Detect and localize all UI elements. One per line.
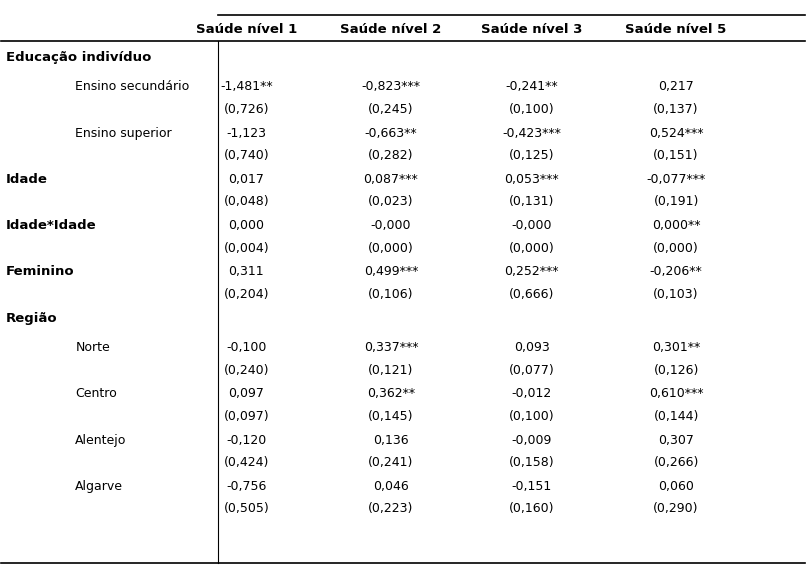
Text: (0,223): (0,223) <box>368 502 413 515</box>
Text: 0,053***: 0,053*** <box>505 173 559 186</box>
Text: (0,097): (0,097) <box>223 410 269 423</box>
Text: -0,000: -0,000 <box>371 219 411 232</box>
Text: Feminino: Feminino <box>6 265 75 278</box>
Text: (0,424): (0,424) <box>224 456 269 469</box>
Text: -0,823***: -0,823*** <box>361 81 421 94</box>
Text: 0,311: 0,311 <box>229 265 264 278</box>
Text: 0,217: 0,217 <box>659 81 694 94</box>
Text: (0,131): (0,131) <box>509 196 555 209</box>
Text: 0,307: 0,307 <box>659 434 694 447</box>
Text: 0,337***: 0,337*** <box>364 341 418 354</box>
Text: (0,137): (0,137) <box>654 103 699 116</box>
Text: Idade: Idade <box>6 173 48 186</box>
Text: (0,103): (0,103) <box>654 288 699 301</box>
Text: -0,241**: -0,241** <box>505 81 558 94</box>
Text: (0,000): (0,000) <box>509 242 555 255</box>
Text: (0,266): (0,266) <box>654 456 699 469</box>
Text: -0,120: -0,120 <box>226 434 267 447</box>
Text: (0,106): (0,106) <box>368 288 413 301</box>
Text: (0,740): (0,740) <box>223 149 269 162</box>
Text: Saúde nível 5: Saúde nível 5 <box>625 23 727 36</box>
Text: (0,048): (0,048) <box>223 196 269 209</box>
Text: Saúde nível 3: Saúde nível 3 <box>481 23 582 36</box>
Text: Norte: Norte <box>75 341 110 354</box>
Text: -1,481**: -1,481** <box>220 81 272 94</box>
Text: (0,023): (0,023) <box>368 196 413 209</box>
Text: Educação indivíduo: Educação indivíduo <box>6 51 152 64</box>
Text: -0,000: -0,000 <box>511 219 552 232</box>
Text: 0,000**: 0,000** <box>652 219 700 232</box>
Text: Ensino superior: Ensino superior <box>75 126 172 139</box>
Text: (0,245): (0,245) <box>368 103 413 116</box>
Text: (0,158): (0,158) <box>509 456 555 469</box>
Text: (0,240): (0,240) <box>223 363 269 376</box>
Text: (0,100): (0,100) <box>509 410 555 423</box>
Text: (0,125): (0,125) <box>509 149 555 162</box>
Text: (0,241): (0,241) <box>368 456 413 469</box>
Text: Saúde nível 1: Saúde nível 1 <box>196 23 297 36</box>
Text: Idade*Idade: Idade*Idade <box>6 219 97 232</box>
Text: (0,160): (0,160) <box>509 502 555 515</box>
Text: Alentejo: Alentejo <box>75 434 127 447</box>
Text: -0,100: -0,100 <box>226 341 267 354</box>
Text: (0,191): (0,191) <box>654 196 699 209</box>
Text: (0,145): (0,145) <box>368 410 413 423</box>
Text: Região: Região <box>6 312 58 325</box>
Text: -0,012: -0,012 <box>511 387 551 400</box>
Text: 0,000: 0,000 <box>228 219 264 232</box>
Text: -0,151: -0,151 <box>511 480 551 493</box>
Text: -0,663**: -0,663** <box>364 126 418 139</box>
Text: (0,290): (0,290) <box>654 502 699 515</box>
Text: -0,206**: -0,206** <box>650 265 703 278</box>
Text: (0,151): (0,151) <box>654 149 699 162</box>
Text: 0,252***: 0,252*** <box>505 265 559 278</box>
Text: (0,000): (0,000) <box>368 242 413 255</box>
Text: -0,423***: -0,423*** <box>502 126 561 139</box>
Text: (0,726): (0,726) <box>223 103 269 116</box>
Text: Centro: Centro <box>75 387 117 400</box>
Text: -0,756: -0,756 <box>226 480 267 493</box>
Text: 0,136: 0,136 <box>373 434 409 447</box>
Text: (0,666): (0,666) <box>509 288 555 301</box>
Text: (0,100): (0,100) <box>509 103 555 116</box>
Text: Ensino secundário: Ensino secundário <box>75 81 189 94</box>
Text: Saúde nível 2: Saúde nível 2 <box>340 23 442 36</box>
Text: Algarve: Algarve <box>75 480 123 493</box>
Text: 0,017: 0,017 <box>228 173 264 186</box>
Text: -0,009: -0,009 <box>511 434 551 447</box>
Text: 0,093: 0,093 <box>513 341 550 354</box>
Text: (0,144): (0,144) <box>654 410 699 423</box>
Text: (0,121): (0,121) <box>368 363 413 376</box>
Text: 0,524***: 0,524*** <box>649 126 704 139</box>
Text: 0,097: 0,097 <box>228 387 264 400</box>
Text: 0,610***: 0,610*** <box>649 387 704 400</box>
Text: 0,499***: 0,499*** <box>364 265 418 278</box>
Text: (0,077): (0,077) <box>509 363 555 376</box>
Text: (0,000): (0,000) <box>653 242 699 255</box>
Text: (0,505): (0,505) <box>223 502 269 515</box>
Text: 0,087***: 0,087*** <box>364 173 418 186</box>
Text: -0,077***: -0,077*** <box>646 173 706 186</box>
Text: 0,046: 0,046 <box>373 480 409 493</box>
Text: (0,126): (0,126) <box>654 363 699 376</box>
Text: (0,004): (0,004) <box>223 242 269 255</box>
Text: 0,362**: 0,362** <box>367 387 415 400</box>
Text: (0,282): (0,282) <box>368 149 413 162</box>
Text: -1,123: -1,123 <box>226 126 266 139</box>
Text: 0,060: 0,060 <box>659 480 694 493</box>
Text: 0,301**: 0,301** <box>652 341 700 354</box>
Text: (0,204): (0,204) <box>223 288 269 301</box>
